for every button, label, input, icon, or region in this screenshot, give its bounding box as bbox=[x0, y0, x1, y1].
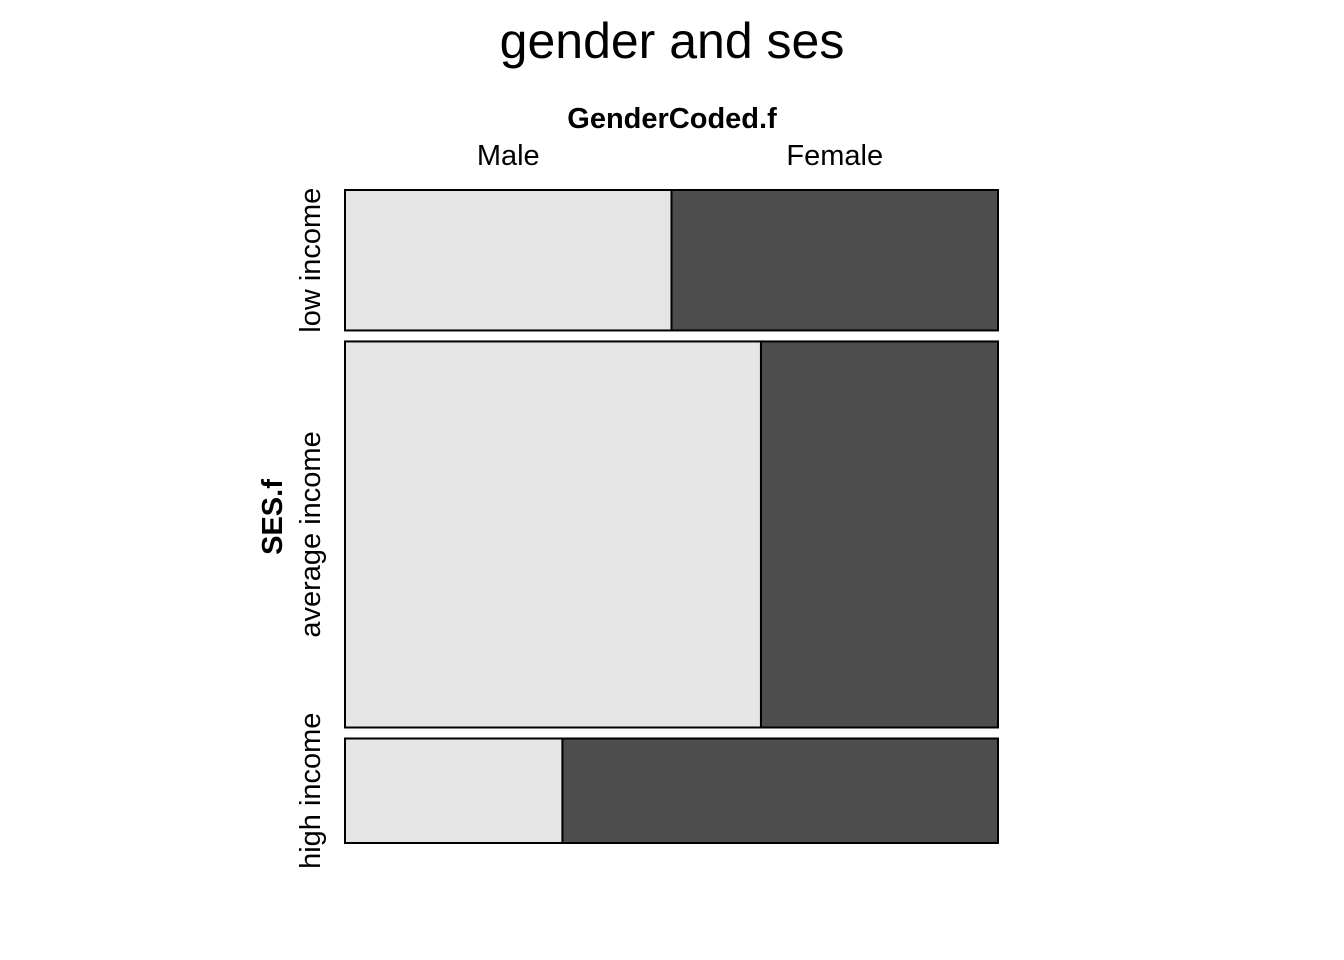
mosaic-cell-low-income-male bbox=[344, 189, 673, 332]
mosaic-cell-low-income-female bbox=[670, 189, 999, 332]
mosaic-cell-average-income-male bbox=[344, 340, 762, 729]
y-level-label-average-income: average income bbox=[295, 431, 327, 637]
x-level-label-female: Female bbox=[786, 140, 883, 172]
y-level-label-high-income: high income bbox=[295, 713, 327, 869]
mosaic-cell-average-income-female bbox=[759, 340, 999, 729]
x-variable-label: GenderCoded.f bbox=[567, 103, 777, 135]
y-variable-label: SES.f bbox=[257, 479, 289, 555]
mosaic-cell-high-income-female bbox=[561, 737, 999, 845]
x-level-label-male: Male bbox=[477, 140, 540, 172]
y-level-label-low-income: low income bbox=[295, 188, 327, 333]
mosaic-cells bbox=[344, 189, 999, 845]
x-level-labels: Male Female bbox=[477, 140, 883, 172]
chart-title: gender and ses bbox=[500, 13, 845, 69]
mosaic-cell-high-income-male bbox=[344, 737, 564, 845]
y-level-labels: low income average income high income bbox=[295, 188, 327, 869]
